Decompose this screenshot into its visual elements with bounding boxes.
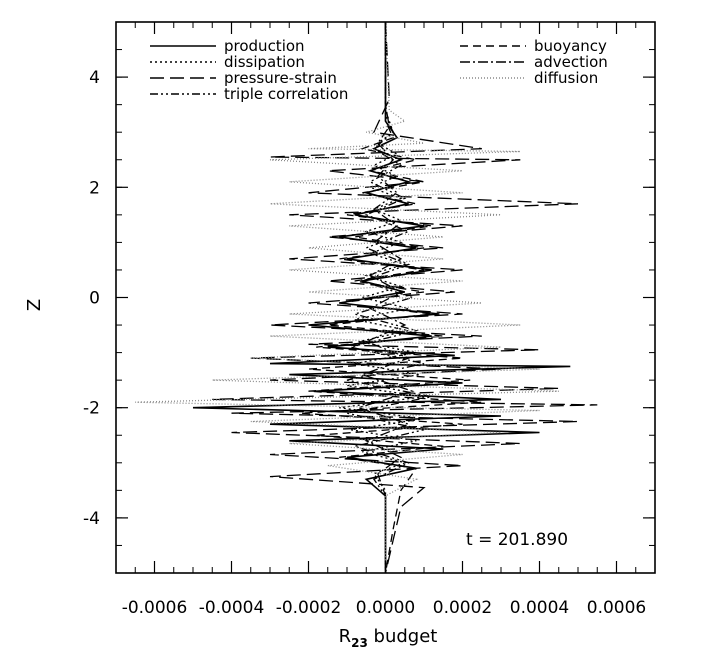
legend-label: pressure-strain — [224, 69, 337, 87]
x-axis-title-suffix: budget — [368, 626, 438, 647]
series-production — [192, 22, 571, 573]
x-tick-label: 0.0000 — [356, 598, 415, 618]
legend-label: production — [224, 37, 305, 55]
x-tick-label: -0.0002 — [276, 598, 342, 618]
x-axis-title: R23 budget — [339, 626, 438, 649]
x-tick-label: 0.0004 — [510, 598, 569, 618]
legend-label: diffusion — [534, 69, 598, 87]
y-tick-label: 2 — [89, 178, 100, 198]
y-tick-label: -4 — [83, 509, 100, 529]
series-group — [135, 21, 598, 574]
y-tick-label: 0 — [89, 289, 100, 309]
series-advection — [356, 22, 415, 573]
series-buoyancy — [300, 22, 482, 574]
legend-label: triple correlation — [224, 85, 348, 103]
legend-label: advection — [534, 53, 608, 71]
x-tick-label: 0.0006 — [587, 598, 646, 618]
x-tick-label: 0.0002 — [433, 598, 492, 618]
legend-label: buoyancy — [534, 37, 607, 55]
time-annotation: t = 201.890 — [466, 530, 568, 550]
x-tick-label: -0.0006 — [122, 598, 188, 618]
x-axis-title-subscript: 23 — [351, 636, 368, 649]
y-axis-title: Z — [24, 299, 45, 311]
axis-ticks — [115, 21, 656, 574]
series-triple-correlation — [346, 22, 432, 573]
legend-label: dissipation — [224, 53, 305, 71]
y-tick-label: 4 — [89, 68, 100, 88]
series-pressure-strain — [212, 21, 598, 574]
axis-labels: -0.0006 -0.0004 -0.0002 0.0000 0.0002 0.0004 0… — [83, 68, 646, 618]
x-tick-label: -0.0004 — [199, 598, 265, 618]
legend: productiondissipationpressure-straintrip… — [150, 37, 608, 103]
x-axis-title-main: R — [339, 626, 352, 647]
y-tick-label: -2 — [83, 399, 100, 419]
